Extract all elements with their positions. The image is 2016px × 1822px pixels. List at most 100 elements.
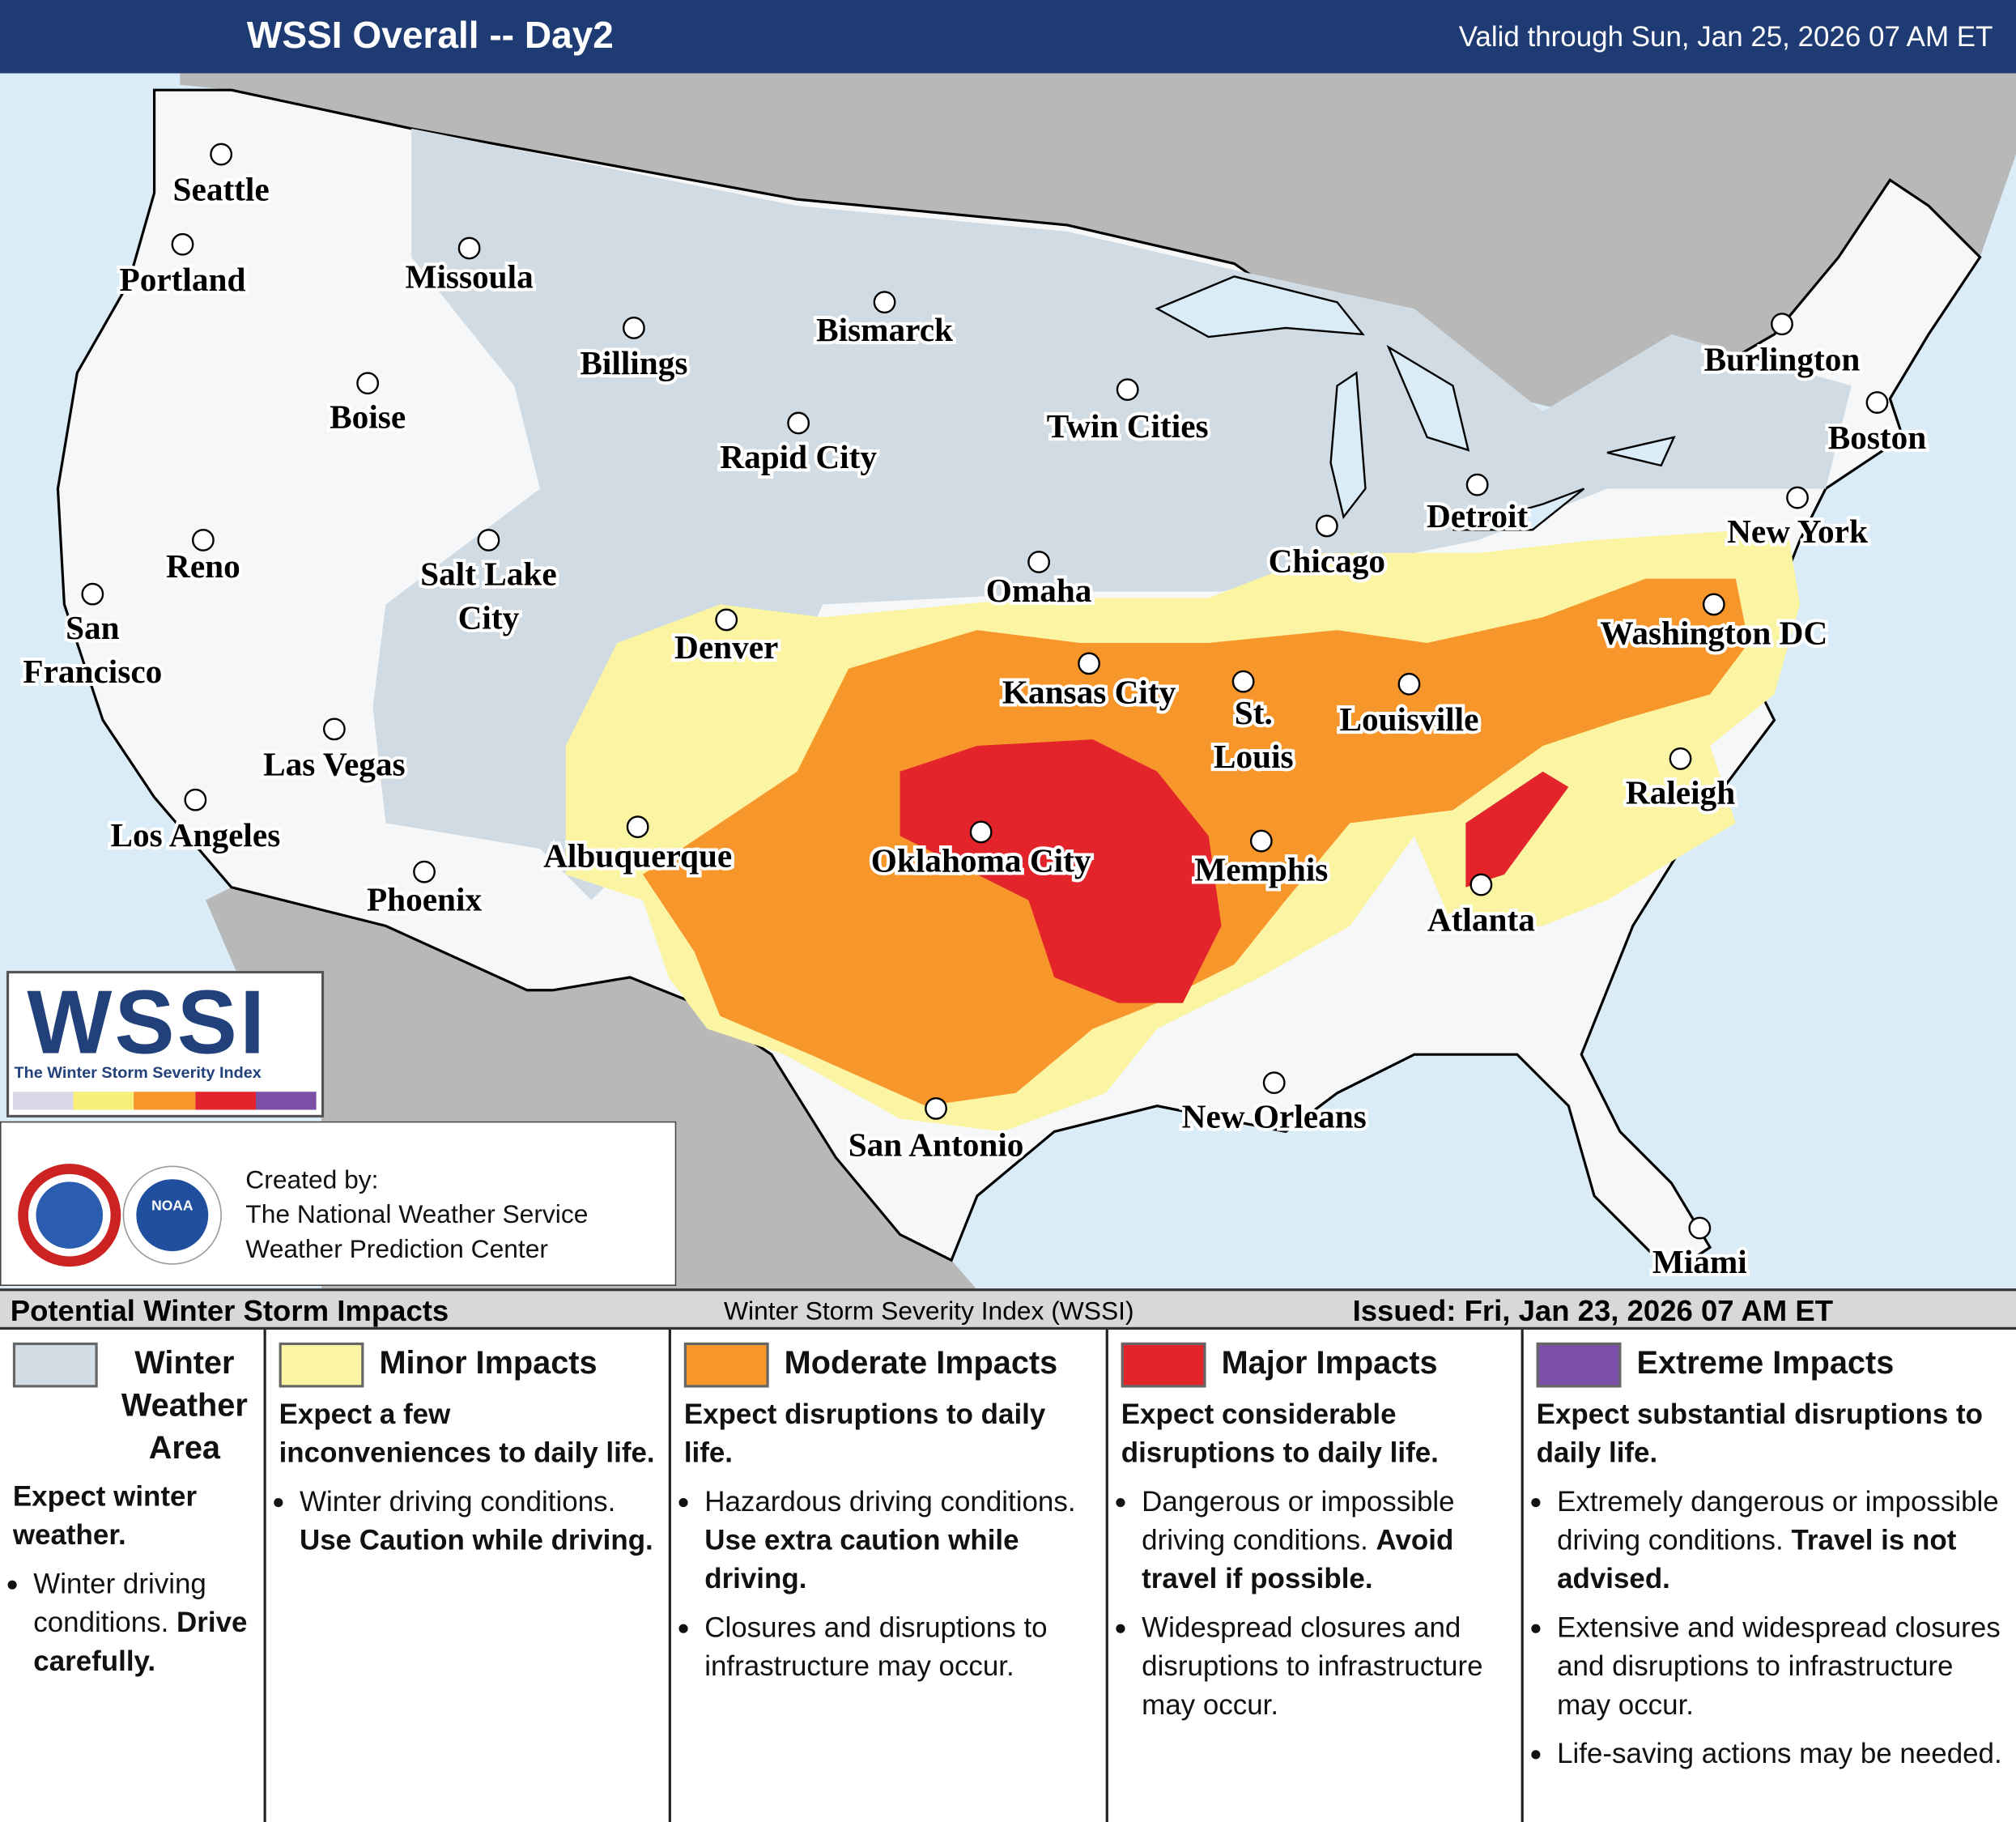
bullet-text: Extensive and widespread closures and di…: [1557, 1611, 2001, 1721]
footer-heading: Potential Winter Storm Impacts: [10, 1293, 449, 1327]
bullet-bold: Travel is not advised.: [1557, 1523, 1957, 1595]
city-label: Chicago: [1269, 543, 1385, 580]
canada: [180, 73, 2016, 425]
city-label: Boise: [330, 398, 406, 436]
bullet-text: Winter driving conditions.: [33, 1567, 206, 1639]
city-marker: [1249, 829, 1273, 853]
city-label: Memphis: [1194, 851, 1328, 888]
legend-column: Winter Weather Area Expect winter weather…: [0, 1330, 266, 1822]
credit-line: Created by:: [245, 1166, 379, 1195]
legend-swatch: [279, 1342, 364, 1388]
legend-bullets: Hazardous driving conditions. Use extra …: [684, 1483, 1098, 1686]
bullet-text: Hazardous driving conditions.: [704, 1485, 1076, 1518]
legend-name: Major Impacts: [1221, 1345, 1438, 1381]
city-label: Missoula: [406, 258, 534, 296]
legend-summary: Expect winter weather.: [12, 1479, 198, 1552]
city-label: Detroit: [1427, 497, 1529, 534]
city-label: Salt Lake: [420, 555, 557, 592]
city-label: Boston: [1828, 419, 1927, 456]
city-label: Washington DC: [1600, 615, 1827, 652]
bullet-bold: Use extra caution while driving.: [704, 1523, 1019, 1595]
bullet-text: Life-saving actions may be needed.: [1557, 1737, 2002, 1770]
city-label: Portland: [120, 261, 246, 298]
city-label: San: [66, 609, 120, 646]
city-marker: [1469, 873, 1493, 896]
legend-name: Moderate Impacts: [784, 1345, 1058, 1381]
major-area: [1465, 771, 1569, 888]
city-label: Burlington: [1704, 340, 1861, 377]
city-marker: [184, 788, 207, 811]
header: WSSI Overall -- Day2 Valid through Sun, …: [0, 0, 2016, 74]
city-label: Louis: [1214, 738, 1294, 775]
city-marker: [1702, 593, 1725, 616]
legend-column: Major Impacts Expect considerable disrupt…: [1108, 1330, 1524, 1822]
legend-head: Minor Impacts: [279, 1342, 661, 1388]
city-label: Omaha: [986, 572, 1092, 609]
index-name: Winter Storm Severity Index (WSSI): [724, 1297, 1134, 1326]
legend-head: Major Impacts: [1121, 1342, 1513, 1388]
city-marker: [210, 143, 233, 166]
legend-bullets: Extremely dangerous or impossible drivin…: [1537, 1483, 2009, 1773]
bullet-text: Widespread closures and disruptions to i…: [1142, 1611, 1483, 1721]
city-marker: [1262, 1071, 1286, 1094]
city-marker: [1078, 652, 1100, 675]
credit-line: The National Weather Service: [245, 1201, 589, 1230]
city-label: Albuquerque: [543, 837, 732, 874]
legend-bullet: Closures and disruptions to infrastructu…: [704, 1609, 1098, 1686]
map: Seattle Portland Missoula Billings Bismarck B…: [0, 73, 2016, 1290]
legend-swatch: [12, 1342, 98, 1388]
legend-column: Moderate Impacts Expect disruptions to da…: [671, 1330, 1108, 1822]
bullet-bold: Use Caution while driving.: [300, 1523, 653, 1556]
bullet-text: Dangerous or impossible driving conditio…: [1142, 1485, 1455, 1556]
legend-summary: Expect substantial disruptions to daily …: [1536, 1398, 1983, 1469]
bullet-text: Closures and disruptions to infrastructu…: [704, 1611, 1048, 1683]
city-marker: [1231, 670, 1255, 693]
city-label: Billings: [580, 344, 687, 381]
legend-head: Moderate Impacts: [683, 1342, 1098, 1388]
legend-column: Minor Impacts Expect a few inconveniences…: [266, 1330, 671, 1822]
legend-bullets: Winter driving conditions. Drive careful…: [13, 1565, 256, 1681]
city-label: Phoenix: [367, 880, 483, 917]
city-marker: [1465, 473, 1489, 496]
legend: Winter Weather Area Expect winter weather…: [0, 1330, 2016, 1822]
city-marker: [626, 815, 649, 838]
legend-swatch: [1536, 1342, 1622, 1388]
logo-text: WSSI: [27, 972, 268, 1073]
legend-summary: Expect disruptions to daily life.: [683, 1398, 1046, 1469]
logo-subtitle: The Winter Storm Severity Index: [14, 1063, 262, 1082]
city-marker: [1669, 747, 1692, 770]
city-marker: [322, 717, 346, 741]
legend-head: Winter Weather Area: [12, 1342, 256, 1470]
legend-column: Extreme Impacts Expect substantial disrup…: [1524, 1330, 2016, 1822]
city-label: Los Angeles: [110, 816, 280, 854]
noaa-text: NOAA: [151, 1197, 194, 1213]
city-marker: [81, 582, 104, 606]
city-marker: [1771, 313, 1793, 336]
city-label: Reno: [166, 547, 240, 585]
wssi-logo: WSSI The Winter Storm Severity Index: [6, 970, 325, 1117]
city-label: St.: [1235, 694, 1273, 731]
legend-bullet: Winter driving conditions. Use Caution w…: [300, 1483, 661, 1560]
credits: NOAA Created by: The National Weather Ser…: [0, 1121, 677, 1287]
city-marker: [192, 529, 215, 551]
city-label: New York: [1727, 513, 1868, 550]
city-marker: [715, 608, 738, 632]
city-marker: [457, 236, 481, 260]
city-marker: [1116, 378, 1139, 402]
city-marker: [413, 860, 436, 883]
legend-bullet: Hazardous driving conditions. Use extra …: [704, 1483, 1098, 1599]
credit-text: Created by: The National Weather Service W…: [245, 1164, 588, 1268]
cities: Seattle Portland Missoula Billings Bismarck B…: [19, 143, 1929, 1283]
city-marker: [1865, 391, 1889, 414]
bullet-bold: Avoid travel if possible.: [1142, 1523, 1454, 1595]
legend-bullets: Winter driving conditions. Use Caution w…: [279, 1483, 661, 1560]
city-marker: [1397, 672, 1421, 696]
city-marker: [787, 411, 810, 435]
credit-line: Weather Prediction Center: [245, 1236, 548, 1265]
legend-bullet: Dangerous or impossible driving conditio…: [1142, 1483, 1513, 1599]
legend-swatch: [1121, 1342, 1206, 1388]
legend-bullet: Life-saving actions may be needed.: [1557, 1735, 2008, 1773]
city-label: San Antonio: [849, 1126, 1024, 1164]
city-marker: [477, 529, 500, 551]
